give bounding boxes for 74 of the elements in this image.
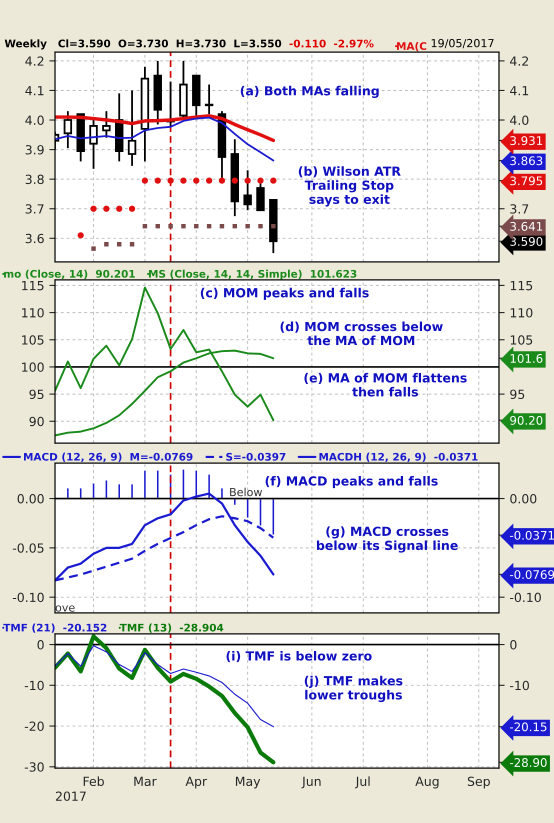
x-axis-title: 2017 (56, 791, 86, 801)
legend-label: MACD (12, 26, 9) M=-0.0769 (24, 452, 193, 462)
y-tick-label: -10 (24, 680, 44, 690)
chart-subtitle: -0.110 -2.97% (290, 40, 374, 48)
y-tick-label: 90 (29, 416, 44, 426)
y2-tick-label: 101.6 (510, 354, 542, 363)
y-tick-label: 0.00 (18, 494, 44, 504)
y2-tick-label: -0.10 (510, 592, 541, 602)
annotation: (j) TMF makes lower troughs (304, 676, 402, 702)
y-tick-label: 105 (22, 335, 44, 345)
y2-tick-label: 0.00 (510, 494, 536, 504)
annotation: (f) MACD peaks and falls (266, 476, 438, 488)
y2-tick-label: -0.0769 (510, 570, 554, 580)
legend-label: MA(C (397, 42, 426, 52)
annotation: (i) TMF is below zero (226, 650, 372, 662)
x-tick-label: Sep (468, 776, 490, 788)
x-tick-label: Jul (355, 776, 370, 788)
y2-tick-label: 95 (510, 390, 524, 400)
annotation: (b) Wilson ATR Trailing Stop says to exit (298, 166, 401, 207)
y2-tick-label: 3.795 (510, 176, 542, 186)
legend-label: MS (Close, 14, 14, Simple) 101.623 (149, 270, 356, 280)
annotation: Below (230, 488, 262, 496)
y-tick-label: -30 (24, 762, 44, 772)
y-tick-label: 100 (22, 362, 44, 372)
y2-tick-label: 3.931 (510, 136, 542, 146)
y-tick-label: 3.9 (26, 145, 44, 155)
x-tick-label: May (236, 776, 260, 788)
legend-label: S=-0.0397 (226, 452, 286, 461)
y-tick-label: 115 (22, 281, 44, 290)
y-tick-label: -0.10 (12, 592, 44, 602)
y2-tick-label: 3.863 (510, 156, 542, 166)
legend-label: TMF (21) -20.152 (3, 624, 106, 633)
y-tick-label: -20 (24, 722, 44, 731)
annotation: (d) MOM crosses below the MA of MOM (280, 322, 443, 346)
y-tick-label: 3.7 (26, 204, 44, 214)
x-tick-label: Jun (301, 776, 321, 788)
annotation: (c) MOM peaks and falls (200, 288, 369, 300)
y2-tick-label: -0.0371 (510, 530, 554, 540)
y-tick-label: 3.8 (26, 174, 44, 184)
y2-tick-label: 3.641 (510, 222, 542, 231)
y2-tick-label: 3.590 (510, 236, 542, 246)
x-tick-label: Apr (186, 776, 208, 788)
y2-tick-label: -20.15 (510, 722, 546, 732)
y-tick-label: 4.1 (25, 86, 44, 96)
annotation: ove (56, 605, 75, 612)
x-tick-label: Aug (415, 776, 439, 788)
legend-label: MACDH (12, 26, 9) -0.0371 (319, 452, 478, 462)
y-tick-label: -0.05 (12, 543, 44, 553)
y2-tick-label: -28.90 (510, 758, 547, 767)
annotation: (a) Both MAs falling (240, 86, 379, 98)
y2-tick-label: 0 (510, 640, 517, 650)
legend-label: mo (Close, 14) 90.201 (4, 270, 135, 280)
y2-tick-label: 115 (510, 281, 532, 290)
y-tick-label: 0 (37, 640, 44, 650)
y2-tick-label: -10 (510, 680, 529, 690)
y2-tick-label: 110 (510, 308, 532, 318)
y-tick-label: 4.0 (25, 115, 44, 125)
y2-tick-label: 4.1 (510, 86, 528, 96)
y-tick-label: 110 (22, 308, 44, 318)
y2-tick-label: 90.20 (510, 416, 542, 425)
y-tick-label: 3.6 (26, 234, 44, 244)
y-tick-label: 4.2 (25, 56, 44, 66)
x-tick-label: Mar (134, 776, 157, 786)
y2-tick-label: 3.7 (510, 204, 528, 214)
annotation: (g) MACD crosses below its Signal line (316, 526, 458, 553)
y2-tick-label: 105 (510, 335, 532, 345)
text: 19/05/2017 (432, 38, 494, 48)
y-tick-label: 95 (29, 390, 44, 400)
legend-label: TMF (13) -28.904 (120, 624, 224, 633)
y2-tick-label: 4.2 (510, 56, 528, 66)
chart-title: Weekly Cl=3.590 O=3.730 H=3.730 L=3.550 (4, 39, 282, 50)
annotation: (e) MA of MOM flattens then falls (304, 372, 467, 397)
x-tick-label: Feb (84, 776, 104, 786)
y2-tick-label: 4.0 (510, 115, 528, 125)
